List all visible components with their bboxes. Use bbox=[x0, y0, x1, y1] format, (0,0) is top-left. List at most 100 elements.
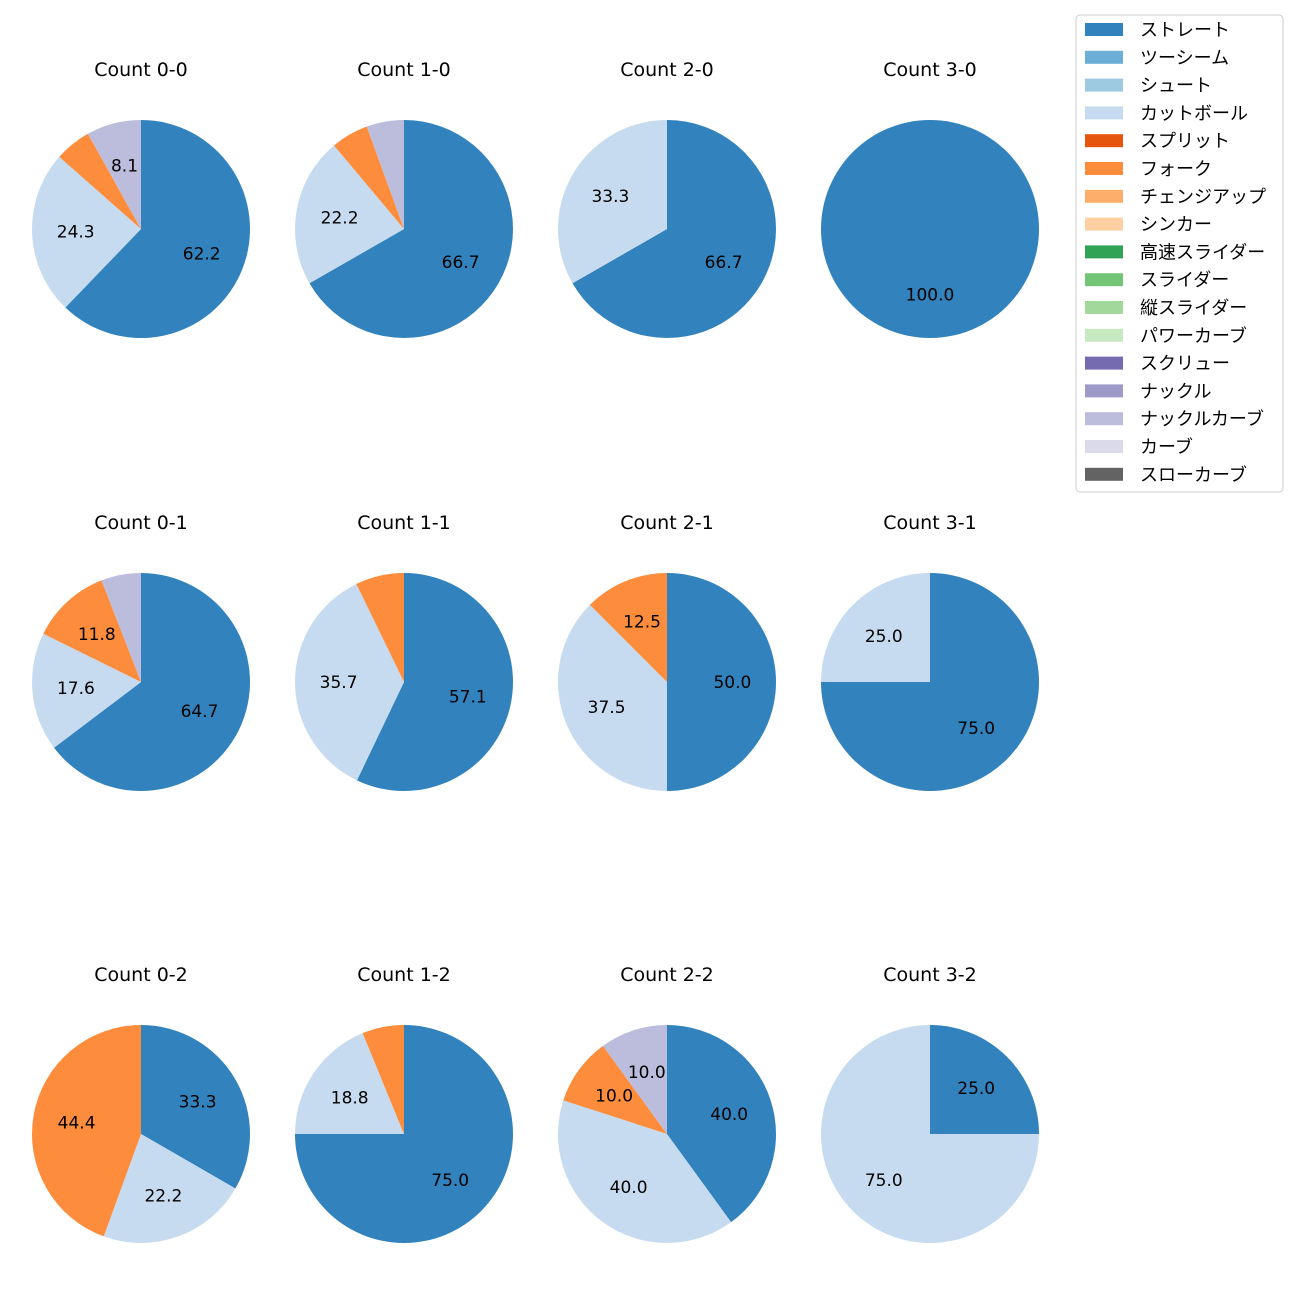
pie-slice-label: 11.8 bbox=[78, 625, 116, 645]
pie-slice-label: 44.4 bbox=[58, 1114, 96, 1134]
legend-label: 縦スライダー bbox=[1140, 298, 1247, 319]
pie-title: Count 1-1 bbox=[357, 512, 451, 534]
pie-1: Count 0-0 62.2 24.3 8.1 bbox=[32, 59, 251, 338]
legend-swatch bbox=[1085, 467, 1123, 481]
pie-slice bbox=[558, 604, 667, 791]
pie-slice bbox=[333, 126, 404, 229]
pie-slice-label: 75.0 bbox=[431, 1171, 469, 1191]
legend-swatch bbox=[1085, 189, 1123, 203]
pie-slice-label: 24.3 bbox=[57, 223, 95, 243]
pie-slice bbox=[821, 573, 930, 682]
pie-10: Count 1-2 75.0 18.8 bbox=[295, 964, 513, 1243]
pie-slice-label: 10.0 bbox=[595, 1087, 633, 1107]
pie-slice-label: 17.6 bbox=[57, 679, 95, 699]
pie-slice bbox=[54, 573, 250, 791]
pie-title: Count 2-1 bbox=[620, 512, 714, 534]
legend-label: ストレート bbox=[1140, 20, 1230, 41]
legend-label: シンカー bbox=[1140, 215, 1212, 236]
legend-item: チェンジアップ bbox=[1085, 187, 1266, 208]
legend-item: シンカー bbox=[1085, 215, 1212, 236]
legend-frame bbox=[1075, 14, 1284, 493]
pie-title: Count 0-2 bbox=[94, 964, 188, 986]
legend-swatch bbox=[1085, 78, 1123, 92]
legend-label: スプリット bbox=[1140, 131, 1230, 152]
legend-label: スクリュー bbox=[1140, 354, 1230, 375]
legend-item: スローカーブ bbox=[1085, 464, 1247, 486]
legend-swatch bbox=[1085, 106, 1123, 120]
legend-label: カーブ bbox=[1140, 436, 1193, 458]
pie-7: Count 2-1 50.0 37.5 12.5 bbox=[558, 512, 776, 791]
legend-item: シュート bbox=[1085, 76, 1212, 97]
legend-label: 高速スライダー bbox=[1140, 242, 1265, 263]
pie-title: Count 2-0 bbox=[620, 59, 714, 81]
pie-slice-label: 100.0 bbox=[906, 285, 955, 305]
pie-11: Count 2-2 40.0 40.0 10.0 10.0 bbox=[557, 964, 776, 1244]
pie-slice bbox=[602, 1025, 667, 1134]
pie-slice bbox=[65, 120, 251, 338]
pie-slice-label: 35.7 bbox=[320, 673, 358, 693]
pie-slice bbox=[667, 573, 776, 791]
pie-slice-label: 12.5 bbox=[623, 613, 661, 633]
pie-slice bbox=[667, 1025, 776, 1223]
pie-5: Count 0-1 64.7 17.6 11.8 bbox=[32, 512, 250, 791]
legend-item: スクリュー bbox=[1085, 354, 1230, 375]
pie-slice-label: 40.0 bbox=[710, 1105, 748, 1125]
legend-swatch bbox=[1085, 50, 1123, 64]
pie-slice-label: 37.5 bbox=[588, 698, 626, 718]
pie-title: Count 0-1 bbox=[94, 512, 188, 534]
legend-label: シュート bbox=[1140, 76, 1212, 97]
legend-item: ツーシーム bbox=[1085, 48, 1229, 69]
pie-slice-label: 10.0 bbox=[628, 1063, 666, 1083]
pie-slice-label: 22.2 bbox=[144, 1187, 182, 1207]
legend-swatch bbox=[1085, 23, 1123, 36]
pie-slice bbox=[356, 573, 514, 791]
legend-item: 縦スライダー bbox=[1085, 298, 1247, 319]
pie-title: Count 3-2 bbox=[883, 964, 977, 986]
pie-slice-label: 66.7 bbox=[442, 253, 480, 273]
pie-slice bbox=[563, 1045, 667, 1134]
pie-slice bbox=[31, 1025, 141, 1237]
pie-title: Count 3-1 bbox=[883, 512, 977, 534]
pie-8: Count 3-1 75.0 25.0 bbox=[821, 512, 1039, 791]
legend-item: スプリット bbox=[1085, 131, 1230, 152]
pie-slice bbox=[309, 120, 514, 339]
pie-slice-label: 64.7 bbox=[181, 702, 219, 722]
pie-slice bbox=[558, 120, 667, 284]
pie-slice bbox=[103, 1134, 236, 1244]
legend-label: チェンジアップ bbox=[1140, 187, 1266, 208]
legend-item: ナックルカーブ bbox=[1085, 408, 1264, 430]
pie-slice bbox=[366, 120, 404, 229]
legend-item: ストレート bbox=[1085, 20, 1230, 41]
pie-slice bbox=[589, 573, 667, 682]
legend-item: パワーカーブ bbox=[1085, 325, 1247, 347]
pie-slice-label: 75.0 bbox=[865, 1171, 903, 1191]
pie-slice-label: 33.3 bbox=[591, 187, 629, 207]
pie-title: Count 1-0 bbox=[357, 59, 451, 81]
pie-slice bbox=[557, 1100, 732, 1244]
pie-slice bbox=[87, 120, 141, 229]
pie-slice bbox=[294, 583, 404, 781]
pie-12: Count 3-2 25.0 75.0 bbox=[821, 964, 1039, 1243]
pie-3: Count 2-0 66.7 33.3 bbox=[558, 59, 777, 338]
legend-swatch bbox=[1085, 217, 1123, 231]
legend-label: フォーク bbox=[1140, 159, 1212, 180]
pie-slice bbox=[821, 1025, 1039, 1243]
pie-slice bbox=[930, 1025, 1039, 1134]
legend-label: ナックルカーブ bbox=[1140, 408, 1264, 430]
legend-swatch bbox=[1085, 273, 1123, 287]
legend-swatch bbox=[1085, 356, 1123, 370]
legend: ストレートツーシームシュートカットボールスプリットフォークチェンジアップシンカー… bbox=[1075, 14, 1284, 493]
pie-slice-label: 25.0 bbox=[957, 1079, 995, 1099]
pie-slice bbox=[59, 133, 141, 229]
pie-title: Count 2-2 bbox=[620, 964, 714, 986]
legend-label: パワーカーブ bbox=[1140, 325, 1247, 347]
pie-9: Count 0-2 33.3 22.2 44.4 bbox=[31, 964, 251, 1244]
pie-slice-label: 66.7 bbox=[705, 253, 743, 273]
pie-slice-label: 33.3 bbox=[179, 1092, 217, 1112]
pie-slice-label: 25.0 bbox=[865, 627, 903, 647]
pie-slice bbox=[32, 156, 141, 308]
legend-label: カットボール bbox=[1140, 103, 1248, 124]
pie-slice bbox=[43, 580, 141, 682]
legend-label: スライダー bbox=[1140, 270, 1229, 291]
